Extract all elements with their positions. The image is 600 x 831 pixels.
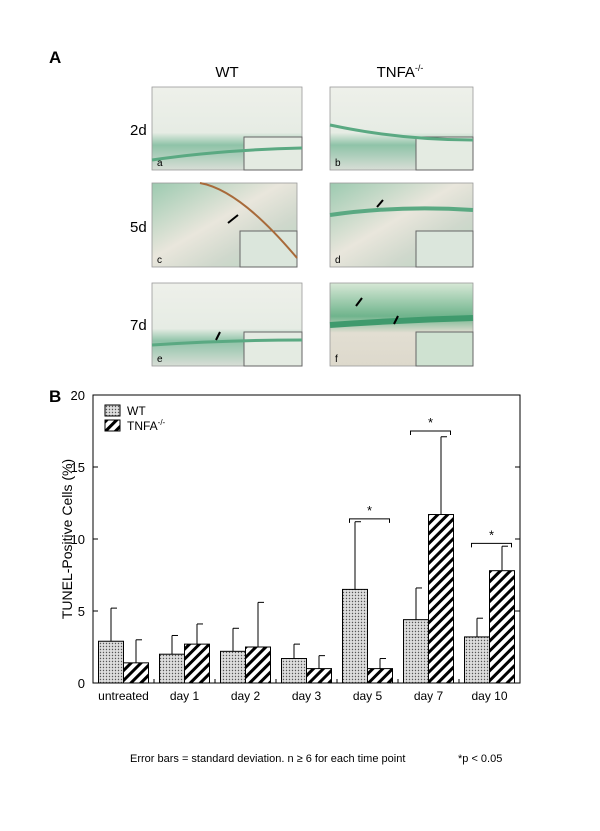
row-label: 5d [130,219,147,236]
bar [123,662,149,684]
bar [220,650,246,684]
error-bar [171,634,178,655]
panel-label: A [49,48,61,67]
error-bar [354,521,361,590]
inset [243,136,303,171]
legend-swatch [104,419,121,432]
footnote: *p < 0.05 [458,753,502,765]
error-bar [415,587,422,620]
y-tick-label: 5 [78,604,85,619]
x-tick-label: day 3 [292,689,322,703]
significance-bracket [349,518,390,523]
inset [415,230,474,268]
bar [403,619,429,684]
significance-bracket [410,430,451,435]
bar [464,636,490,684]
footnote: Error bars = standard deviation. n ≥ 6 f… [130,753,405,765]
bar [306,668,332,684]
error-bar [476,617,483,637]
bar [281,658,307,684]
y-tick-label: 15 [71,460,85,475]
tissue-band [151,338,303,347]
bar [98,640,124,684]
inset [239,230,298,268]
y-tick-label: 10 [71,532,85,547]
micrograph-grid [151,86,474,367]
error-bar [318,655,325,669]
tissue-band [199,182,298,259]
bar [184,643,210,684]
image-letter: b [335,158,341,169]
error-bar [135,639,142,663]
column-header-sup: -/- [415,63,424,73]
image-letter: f [335,354,338,365]
legend-label: WT [127,404,146,418]
y-tick-label: 0 [78,676,85,691]
y-tick-label: 20 [71,388,85,403]
x-tick-label: day 5 [353,689,383,703]
tissue-band [151,146,303,162]
arrow [376,199,384,208]
image-letter: a [157,158,163,169]
x-tick-label: day 10 [471,689,507,703]
legend-label-text: TNFA [127,419,158,433]
error-bar [257,601,264,647]
bar [245,646,271,684]
column-header: WT [215,64,238,81]
arrow [227,214,239,224]
x-tick-label: untreated [98,689,149,703]
error-bar [440,436,447,515]
image-letter: c [157,255,162,266]
bar [367,668,393,684]
bar [428,514,454,684]
bar [342,588,368,684]
row-label: 2d [130,122,147,139]
arrow [355,297,363,307]
image-letter: d [335,255,341,266]
arrow [393,315,399,325]
inset [415,331,474,367]
column-header: TNFA-/- [377,63,424,81]
error-bar [110,607,117,642]
legend-label: TNFA-/- [127,418,166,433]
bar [489,570,515,684]
legend-label-text: WT [127,404,146,418]
image-letter: e [157,354,163,365]
significance-bracket [471,542,512,548]
plot-frame [92,394,521,684]
error-bar [293,643,300,659]
tissue-band [329,315,474,328]
arrow [215,331,221,341]
inset [243,331,303,367]
x-tick-label: day 7 [414,689,444,703]
significance-label: * [489,527,494,542]
error-bar [232,627,239,652]
tissue-band [329,123,474,142]
x-tick-label: day 1 [170,689,200,703]
x-tick-label: day 2 [231,689,261,703]
significance-label: * [428,415,433,430]
tissue-band [329,206,474,217]
error-bar [196,623,203,645]
error-bar [379,658,386,669]
legend-label-sup: -/- [158,418,166,427]
panel-label: B [49,387,61,406]
error-bar [501,545,508,571]
significance-label: * [367,503,372,518]
column-header-text: TNFA [377,64,415,81]
row-label: 7d [130,317,147,334]
bar [159,653,185,684]
legend-swatch [104,404,121,417]
inset [415,136,474,171]
y-axis-title: TUNEL-Positive Cells (%) [59,459,75,619]
